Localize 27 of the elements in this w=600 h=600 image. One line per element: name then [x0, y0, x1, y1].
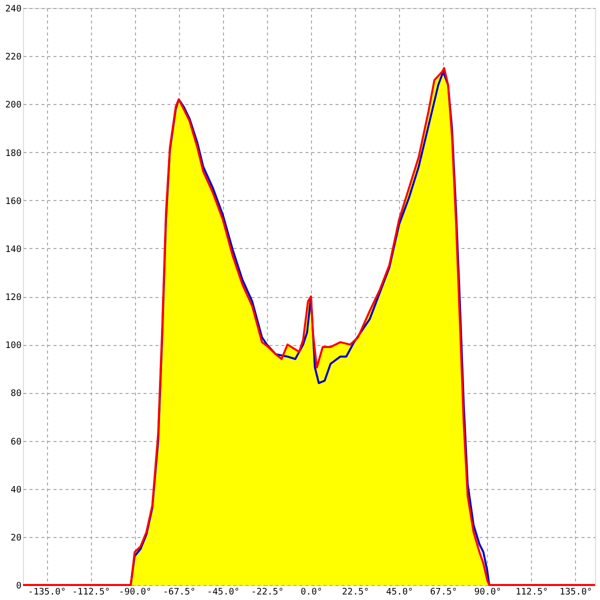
x-tick-label: 90.0°: [474, 588, 502, 598]
y-tick-label: 240: [5, 4, 22, 14]
y-tick-label: 80: [10, 389, 22, 400]
x-tick-label: -112.5°: [72, 588, 110, 598]
x-tick-label: -90.0°: [118, 588, 152, 598]
x-tick-label: -22.5°: [251, 588, 284, 598]
x-tick-label: 112.5°: [516, 588, 548, 598]
x-tick-label: 0.0°: [300, 588, 322, 598]
x-tick-label: 67.5°: [430, 588, 458, 598]
y-tick-label: 220: [5, 52, 22, 63]
y-tick-label: 140: [5, 244, 22, 255]
y-tick-label: 160: [5, 196, 22, 207]
y-tick-label: 0: [16, 582, 22, 592]
y-tick-label: 180: [5, 148, 22, 159]
x-tick-label: -135.0°: [28, 588, 66, 598]
x-tick-label: -45.0°: [207, 588, 240, 598]
x-tick-label: 45.0°: [386, 588, 414, 598]
x-tick-label: -67.5°: [162, 588, 196, 598]
y-tick-label: 120: [5, 293, 22, 303]
y-tick-label: 60: [10, 437, 22, 448]
y-tick-label: 200: [5, 100, 22, 111]
x-tick-label: 135.0°: [560, 588, 592, 598]
y-tick-label: 20: [10, 533, 22, 544]
y-tick-label: 100: [5, 341, 22, 352]
x-tick-label: 22.5°: [342, 588, 370, 598]
y-tick-label: 40: [10, 485, 22, 496]
line-series: [22, 67, 596, 586]
